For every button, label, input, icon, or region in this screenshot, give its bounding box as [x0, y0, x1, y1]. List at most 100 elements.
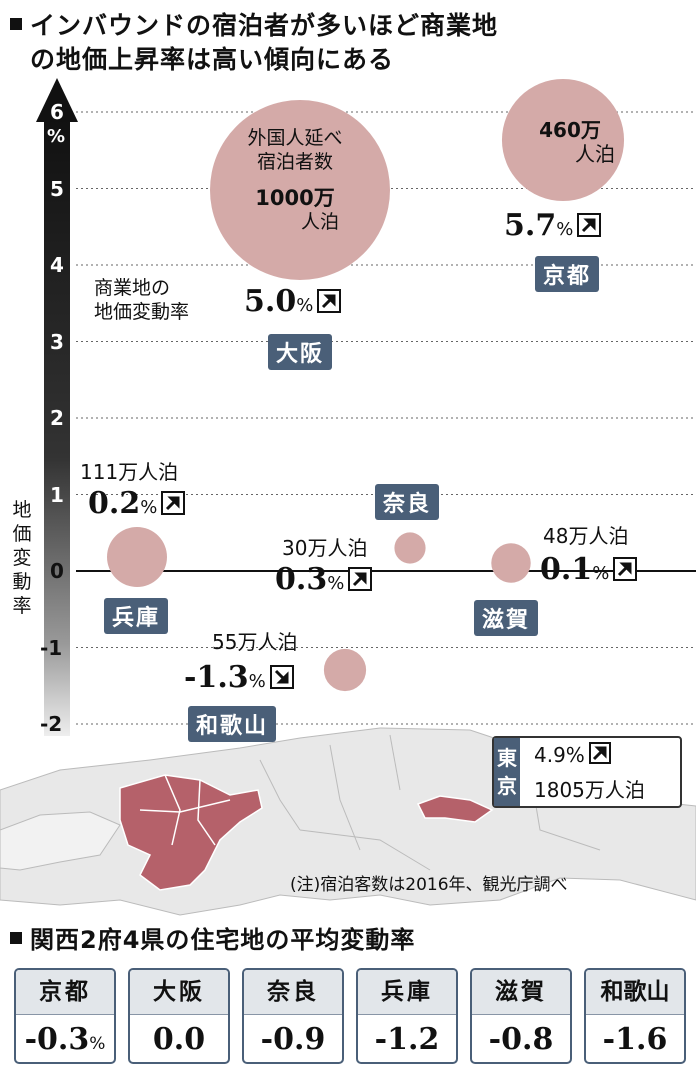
res-card-wakayama: 和歌山 -1.6	[584, 968, 686, 1064]
up-arrow-icon	[588, 742, 611, 764]
tokyo-stays: 1805万人泊	[534, 778, 645, 802]
bubble-大阪	[210, 100, 390, 280]
region-tag-kyoto: 京都	[535, 256, 600, 292]
res-value: -0.9	[260, 1022, 326, 1057]
rate-legend-line-1: 商業地の	[94, 277, 171, 299]
wakayama-rate-value: -1.3	[184, 660, 249, 695]
map-prefecture-border	[259, 759, 301, 831]
up-arrow-icon	[317, 289, 342, 313]
res-card-hyogo: 兵庫 -1.2	[356, 968, 458, 1064]
y-tick-label: 4	[50, 253, 64, 277]
title-line-1: インバウンドの宿泊者が多いほど商業地	[30, 11, 499, 40]
title-bullet	[10, 932, 22, 944]
y-tick-label: 2	[50, 406, 64, 430]
map-kansai	[119, 774, 263, 891]
kyoto-bubble-label: 460万 人泊	[510, 118, 630, 166]
osaka-rate-value: 5.0	[244, 284, 297, 319]
chart-title-line-2: の地価上昇率は高い傾向にある	[30, 45, 395, 74]
map-prefecture-border	[197, 779, 216, 846]
kyoto-stays-unit: 人泊	[575, 142, 615, 166]
osaka-rate: 5.0%	[244, 284, 342, 319]
kyoto-stays: 460万	[539, 118, 601, 142]
axis-bar	[44, 118, 70, 736]
bubble-奈良	[394, 532, 426, 564]
map-prefecture-border	[139, 799, 231, 813]
y-tick-label: 1	[50, 482, 64, 507]
chart-title: インバウンドの宿泊者が多いほど商業地	[10, 6, 498, 42]
res-value: -1.2	[374, 1022, 440, 1057]
bubble-legend-unit: 人泊	[300, 211, 339, 233]
region-tag-hyogo: 兵庫	[104, 598, 169, 634]
map-land-west	[0, 811, 121, 871]
bubble-和歌山	[323, 648, 367, 692]
res-card-osaka: 大阪 0.0	[128, 968, 230, 1064]
res-head: 滋賀	[472, 970, 570, 1015]
shiga-stays: 48万人泊	[543, 524, 629, 548]
source-note: (注)宿泊客数は2016年、観光庁調べ	[290, 875, 568, 895]
bubble-兵庫	[107, 527, 167, 587]
hyogo-stays: 111万人泊	[80, 460, 179, 484]
bubble-legend-line-2: 宿泊者数	[256, 151, 333, 173]
y-tick-unit: %	[47, 126, 66, 147]
bubble-size-legend: 外国人延べ 宿泊者数 1000万 人泊	[230, 126, 360, 234]
residential-rate-table: 京都 -0.3% 大阪 0.0 奈良 -0.9 兵庫 -1.2 滋賀 -0.8 …	[14, 968, 686, 1064]
kyoto-rate: 5.7%	[504, 208, 602, 243]
nara-stays: 30万人泊	[282, 536, 368, 560]
tokyo-rate-value: 4.9%	[534, 743, 585, 767]
bubble-legend-value: 1000万	[255, 186, 335, 210]
title-bullet	[10, 18, 22, 30]
bubble-滋賀	[491, 543, 531, 583]
rate-legend: 商業地の 地価変動率	[94, 276, 189, 324]
residential-title-text: 関西2府4県の住宅地の平均変動率	[30, 926, 416, 954]
res-head: 兵庫	[358, 970, 456, 1015]
y-tick-label: -2	[40, 712, 63, 736]
res-value-number: -0.3	[24, 1022, 90, 1057]
wakayama-rate: -1.3%	[184, 660, 294, 695]
res-value: -0.3%	[16, 1015, 114, 1062]
res-head: 京都	[16, 970, 114, 1015]
res-value-unit: %	[89, 1034, 106, 1054]
wakayama-stays: 55万人泊	[212, 630, 298, 654]
up-arrow-icon	[161, 491, 186, 515]
y-tick-label: 0	[50, 559, 64, 583]
y-tick-label: 3	[50, 329, 64, 354]
res-head: 奈良	[244, 970, 342, 1015]
nara-rate: 0.3%	[275, 562, 373, 597]
res-value: -0.8	[488, 1022, 554, 1057]
region-tag-shiga: 滋賀	[474, 600, 539, 636]
bubble-京都	[501, 78, 625, 202]
hyogo-rate: 0.2%	[88, 486, 186, 521]
up-arrow-icon	[577, 213, 602, 237]
y-axis-label: 地価変動率	[12, 499, 32, 617]
region-tag-nara: 奈良	[375, 484, 440, 520]
kyoto-rate-value: 5.7	[504, 208, 557, 243]
tokyo-rate: 4.9%	[534, 742, 611, 767]
y-tick-label: -1	[40, 635, 63, 660]
down-arrow-icon	[269, 665, 294, 689]
map-prefecture-border	[389, 734, 401, 791]
map-prefecture-border	[329, 744, 361, 851]
map-tokyo	[416, 795, 494, 823]
up-arrow-icon	[613, 557, 638, 581]
shiga-rate-value: 0.1	[540, 552, 593, 587]
nara-rate-value: 0.3	[275, 562, 328, 597]
res-card-kyoto: 京都 -0.3%	[14, 968, 116, 1064]
up-arrow-icon	[348, 567, 373, 591]
shiga-rate: 0.1%	[540, 552, 638, 587]
res-value: -1.6	[602, 1022, 668, 1057]
res-card-nara: 奈良 -0.9	[242, 968, 344, 1064]
region-tag-wakayama: 和歌山	[188, 706, 277, 742]
res-value: 0.0	[152, 1022, 206, 1057]
hyogo-rate-value: 0.2	[88, 486, 141, 521]
map-prefecture-border	[164, 774, 181, 846]
rate-legend-line-2: 地価変動率	[94, 301, 190, 323]
region-tag-osaka: 大阪	[268, 334, 333, 370]
res-head: 大阪	[130, 970, 228, 1015]
y-tick-label: 5	[50, 176, 64, 201]
y-tick-label: 6	[50, 100, 64, 124]
bubble-legend-line-1: 外国人延べ	[247, 127, 343, 149]
axis-arrowhead	[36, 78, 78, 122]
res-head: 和歌山	[586, 970, 684, 1015]
